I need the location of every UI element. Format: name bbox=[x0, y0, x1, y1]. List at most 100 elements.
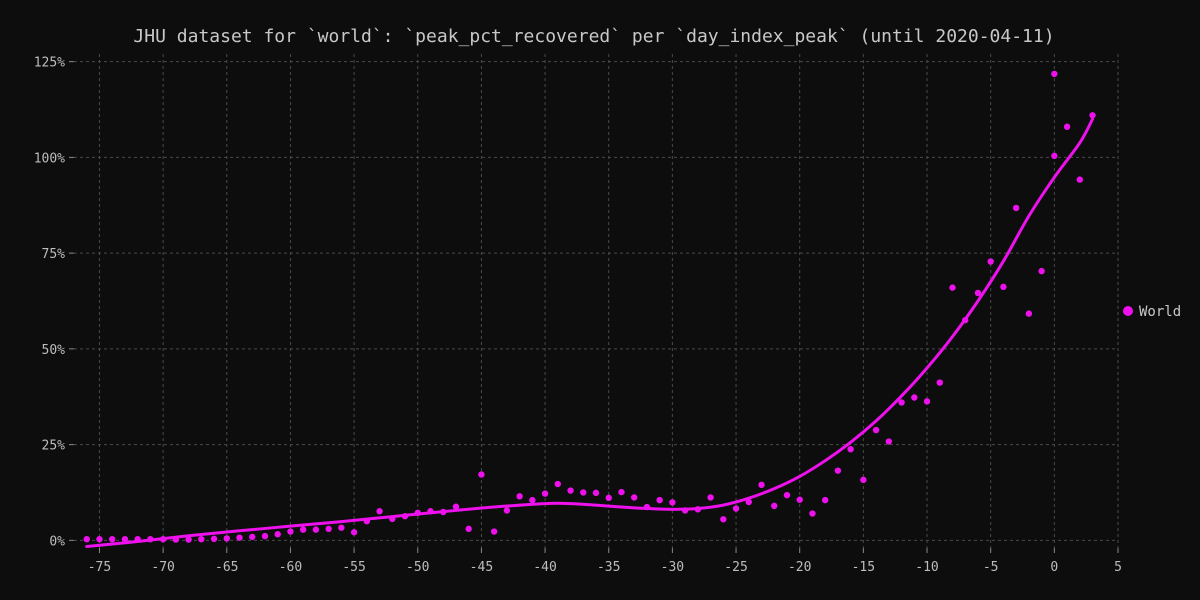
data-point bbox=[643, 503, 651, 511]
data-point bbox=[783, 491, 791, 499]
y-tick-label: 100% bbox=[34, 151, 65, 166]
data-point bbox=[185, 536, 192, 543]
x-tick-label: -25 bbox=[724, 560, 747, 575]
data-point bbox=[159, 535, 167, 543]
data-point bbox=[758, 481, 765, 489]
x-tick-label: -30 bbox=[661, 560, 684, 575]
data-point bbox=[987, 258, 994, 265]
data-point bbox=[223, 535, 230, 542]
data-point bbox=[974, 289, 982, 297]
data-point bbox=[516, 493, 523, 500]
y-tick-label: 75% bbox=[42, 247, 66, 262]
data-point bbox=[376, 508, 383, 515]
x-tick-label: -40 bbox=[533, 560, 556, 575]
data-point bbox=[83, 535, 90, 543]
data-point bbox=[872, 426, 880, 434]
y-tick-label: 50% bbox=[42, 343, 66, 358]
data-point bbox=[1000, 283, 1007, 291]
data-point bbox=[490, 528, 498, 535]
data-point bbox=[656, 496, 663, 504]
x-tick-label: -65 bbox=[215, 560, 238, 575]
data-point bbox=[809, 510, 816, 517]
axis-layer: -75 -70 -65 -60 -55 -50 -45 -40 -35 -30 -25 -20 -15-… bbox=[34, 56, 1122, 575]
data-point bbox=[567, 487, 574, 494]
x-tick-label: -75 bbox=[88, 560, 111, 575]
data-point bbox=[796, 496, 803, 503]
data-point bbox=[478, 471, 485, 478]
data-point bbox=[1063, 123, 1071, 130]
data-point bbox=[236, 534, 243, 541]
data-point bbox=[592, 489, 600, 497]
data-point bbox=[274, 531, 281, 538]
data-point bbox=[108, 535, 116, 543]
data-point bbox=[681, 507, 689, 514]
data-point bbox=[580, 489, 587, 496]
x-tick-label: -10 bbox=[915, 560, 938, 575]
data-point bbox=[440, 508, 447, 516]
x-tick-label: -70 bbox=[151, 560, 174, 575]
data-point bbox=[936, 379, 943, 386]
data-point bbox=[249, 533, 256, 541]
data-point bbox=[860, 476, 867, 484]
data-point bbox=[962, 316, 969, 324]
data-point bbox=[923, 398, 931, 405]
data-point bbox=[299, 526, 307, 533]
data-point bbox=[121, 535, 129, 543]
x-tick-label: -35 bbox=[597, 560, 620, 575]
data-point bbox=[707, 494, 714, 501]
data-point bbox=[745, 498, 752, 506]
data-point bbox=[911, 394, 918, 401]
x-tick-label: -15 bbox=[852, 560, 875, 575]
data-point bbox=[1051, 152, 1058, 160]
data-point bbox=[503, 507, 511, 514]
trend-line bbox=[85, 117, 1095, 548]
data-point bbox=[465, 525, 472, 533]
data-point bbox=[669, 499, 676, 506]
data-point bbox=[261, 532, 269, 540]
data-point bbox=[134, 535, 141, 543]
data-point bbox=[312, 526, 320, 533]
data-point bbox=[401, 513, 409, 520]
data-point bbox=[541, 490, 549, 497]
legend-marker bbox=[1123, 306, 1133, 316]
grid-layer bbox=[74, 54, 1119, 548]
data-point bbox=[847, 446, 854, 453]
x-tick-label: -5 bbox=[983, 560, 999, 575]
data-point bbox=[147, 535, 154, 543]
chart-title: JHU dataset for `world`: `peak_pct_recov… bbox=[133, 26, 1054, 47]
data-point bbox=[1038, 267, 1045, 275]
data-point bbox=[554, 480, 562, 488]
legend: World bbox=[1123, 304, 1181, 320]
x-tick-label: 5 bbox=[1114, 560, 1122, 575]
y-tick-label: 125% bbox=[34, 56, 65, 71]
x-tick-label: 0 bbox=[1050, 560, 1058, 575]
data-point bbox=[414, 509, 421, 516]
data-point bbox=[605, 494, 612, 502]
data-point bbox=[618, 488, 625, 496]
data-point bbox=[732, 505, 740, 512]
data-point bbox=[427, 508, 434, 515]
data-point bbox=[338, 524, 345, 531]
data-point bbox=[350, 529, 358, 536]
data-point bbox=[363, 517, 371, 525]
data-point bbox=[898, 399, 905, 406]
data-point bbox=[325, 525, 332, 533]
data-point bbox=[771, 502, 778, 510]
data-point bbox=[198, 535, 205, 543]
legend-label: World bbox=[1139, 304, 1181, 320]
data-point bbox=[452, 503, 460, 510]
x-tick-label: -60 bbox=[279, 560, 302, 575]
data-point bbox=[694, 506, 702, 513]
data-point bbox=[287, 528, 294, 535]
data-point bbox=[834, 467, 842, 474]
trend-layer bbox=[85, 117, 1095, 548]
data-point bbox=[1089, 112, 1096, 119]
data-point bbox=[1012, 204, 1020, 212]
data-point bbox=[389, 515, 396, 523]
data-point bbox=[210, 535, 218, 543]
data-point bbox=[1076, 176, 1084, 183]
x-tick-label: -20 bbox=[788, 560, 811, 575]
data-point bbox=[96, 535, 103, 543]
x-tick-label: -45 bbox=[470, 560, 493, 575]
